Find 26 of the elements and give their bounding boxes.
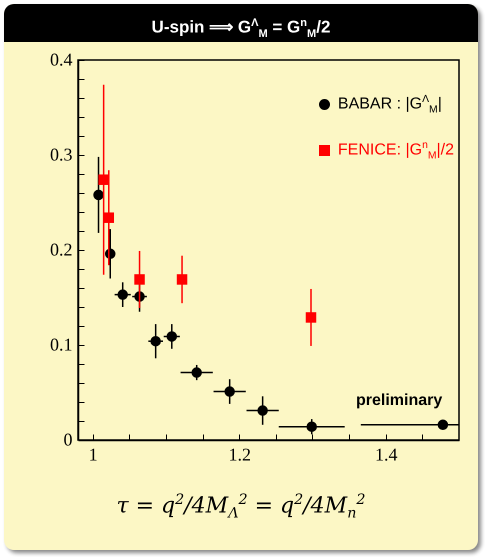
x-tick-label: 1 [88, 444, 98, 464]
point [150, 336, 161, 346]
point [98, 174, 109, 185]
legend-label: BABAR : |G$^{Λ}$$_{M}$| [338, 94, 442, 116]
point [438, 420, 448, 430]
annotation: preliminary [356, 392, 442, 410]
point [306, 421, 317, 432]
x-tick-label: 1.2 [228, 444, 251, 464]
chart-title: U-spin ⟹ G$^{Λ}$$_{M}$ = G$^{n}$$_{M}$/2 [4, 4, 478, 42]
point [166, 331, 178, 342]
y-tick-label: 0.3 [50, 144, 72, 164]
y-tick-label: 0.4 [50, 50, 72, 70]
point [191, 367, 202, 378]
x-tick-label: 1.4 [374, 444, 398, 464]
y-tick-label: 0.2 [50, 240, 72, 260]
legend-label: FENICE: |G$^{n}$$_{M}$|/2 [338, 140, 454, 162]
y-tick-label: 0.1 [50, 334, 72, 354]
y-tick-label: 0 [64, 430, 72, 450]
point [257, 405, 268, 416]
point [134, 274, 145, 285]
point [117, 289, 128, 300]
point [93, 190, 104, 200]
point [176, 274, 188, 285]
point [224, 386, 235, 397]
point [306, 312, 316, 323]
point [104, 212, 114, 223]
